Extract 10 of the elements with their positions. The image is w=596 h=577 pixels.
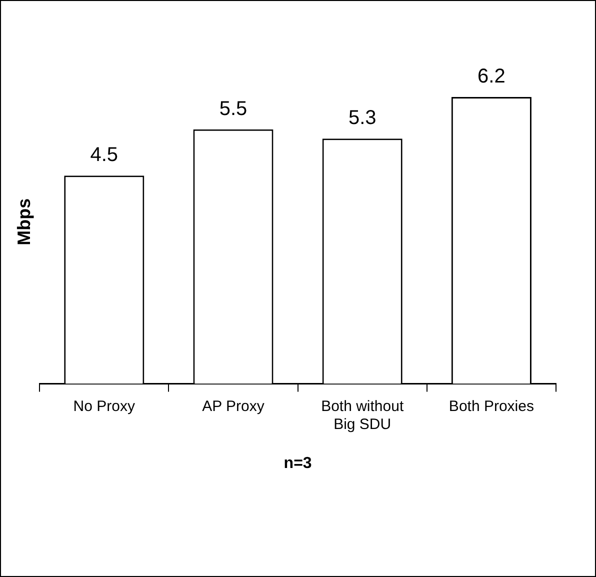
x-tick-label: Both Proxies: [448, 398, 534, 415]
data-label: 5.5: [219, 98, 248, 120]
x-tick-label: No Proxy: [73, 398, 136, 415]
data-label: 4.5: [90, 144, 118, 166]
y-axis-title: Mbps: [14, 198, 34, 246]
x-tick-label: Both without Big SDU: [321, 398, 404, 433]
data-label: 5.3: [348, 107, 376, 130]
data-label: 6.2: [478, 66, 506, 88]
x-axis-title: n=3: [284, 454, 312, 472]
x-tick-label: AP Proxy: [202, 398, 265, 415]
